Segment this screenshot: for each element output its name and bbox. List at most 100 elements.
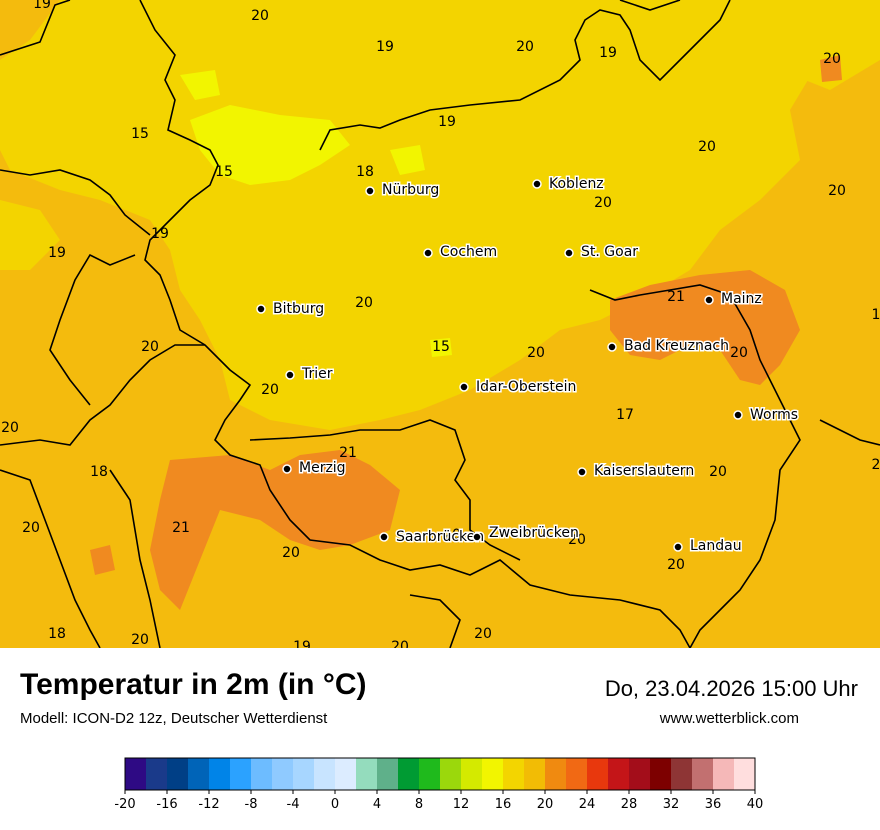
legend-tick-label: -16 bbox=[156, 797, 177, 812]
legend-color-cell bbox=[671, 758, 693, 790]
city-markers: Nürburg Koblenz Cochem St. Goar Bitburg … bbox=[256, 175, 800, 556]
city-st-goar[interactable]: St. Goar bbox=[564, 243, 640, 262]
temp-value: 19 bbox=[293, 639, 311, 648]
temp-value: 19 bbox=[438, 114, 456, 130]
temp-value: 18 bbox=[90, 464, 108, 480]
city-koblenz[interactable]: Koblenz bbox=[532, 175, 605, 194]
city-dot bbox=[285, 370, 295, 380]
legend-tick-label: 24 bbox=[579, 797, 596, 812]
city-dot bbox=[379, 532, 389, 542]
city-landau[interactable]: Landau bbox=[673, 537, 743, 556]
legend-color-cell bbox=[251, 758, 273, 790]
city-trier[interactable]: Trier bbox=[285, 365, 334, 384]
legend-color-cell bbox=[524, 758, 546, 790]
city-mainz[interactable]: Mainz bbox=[704, 290, 763, 309]
website-link[interactable]: www.wetterblick.com bbox=[659, 710, 799, 727]
city-dot bbox=[423, 248, 433, 258]
legend-tick-label: 32 bbox=[663, 797, 680, 812]
temp-value: 18 bbox=[48, 626, 66, 642]
city-dot bbox=[365, 186, 375, 196]
temp-value: 20 bbox=[1, 420, 19, 436]
temp-value: 20 bbox=[698, 139, 716, 155]
legend-color-cell bbox=[629, 758, 651, 790]
legend-color-cell bbox=[146, 758, 168, 790]
city-worms[interactable]: Worms bbox=[733, 406, 800, 425]
legend-color-cell bbox=[587, 758, 609, 790]
legend-tick-label: 16 bbox=[495, 797, 512, 812]
city-idar-oberstein[interactable]: Idar-Oberstein bbox=[459, 378, 578, 397]
city-dot bbox=[256, 304, 266, 314]
legend-color-cell bbox=[734, 758, 756, 790]
legend-color-cell bbox=[188, 758, 210, 790]
legend-color-cell bbox=[608, 758, 630, 790]
temp-value: 21 bbox=[339, 445, 357, 461]
city-bitburg[interactable]: Bitburg bbox=[256, 300, 326, 319]
legend-tick-label: 20 bbox=[537, 797, 554, 812]
temp-value: 20 bbox=[282, 545, 300, 561]
legend-tick-label: -20 bbox=[115, 797, 136, 812]
city-dot bbox=[673, 542, 683, 552]
temp-value: 20 bbox=[516, 39, 534, 55]
legend-color-cell bbox=[377, 758, 399, 790]
temp-value: 20 bbox=[131, 632, 149, 648]
border-lines bbox=[0, 0, 880, 648]
temp-value: 20 bbox=[709, 464, 727, 480]
temp-value: 20 bbox=[261, 382, 279, 398]
city-label: Bitburg bbox=[273, 301, 324, 317]
city-dot bbox=[472, 532, 482, 542]
city-dot bbox=[704, 295, 714, 305]
temp-value: 15 bbox=[215, 164, 233, 180]
legend-tick-label: 40 bbox=[747, 797, 764, 812]
temp-value: 21 bbox=[667, 289, 685, 305]
temp-value: 20 bbox=[667, 557, 685, 573]
city-label: Koblenz bbox=[549, 176, 604, 192]
temp-value: 20 bbox=[355, 295, 373, 311]
city-merzig[interactable]: Merzig bbox=[282, 459, 347, 478]
legend-color-cell bbox=[293, 758, 315, 790]
legend-color-cell bbox=[125, 758, 147, 790]
temp-value: 15 bbox=[131, 126, 149, 142]
city-zweibrucken[interactable]: Zweibrücken bbox=[472, 524, 580, 543]
city-label: Mainz bbox=[721, 291, 762, 307]
temp-value: 20 bbox=[22, 520, 40, 536]
temperature-map: 19 20 19 20 19 20 15 19 20 15 18 20 20 1… bbox=[0, 0, 880, 648]
city-saarbrucken[interactable]: Saarbrücken bbox=[379, 528, 486, 547]
temp-value: 19 bbox=[599, 45, 617, 61]
temp-value: 20 bbox=[527, 345, 545, 361]
temp-value: 20 bbox=[823, 51, 841, 67]
city-cochem[interactable]: Cochem bbox=[423, 243, 499, 262]
info-panel: Temperatur in 2m (in °C) Modell: ICON-D2… bbox=[0, 648, 880, 830]
temp-value: 21 bbox=[172, 520, 190, 536]
temp-value: 2 bbox=[872, 457, 880, 473]
legend-color-cell bbox=[692, 758, 714, 790]
city-label: Landau bbox=[690, 538, 742, 554]
city-label: St. Goar bbox=[581, 244, 638, 260]
map-title: Temperatur in 2m (in °C) bbox=[20, 668, 367, 701]
city-kaiserslautern[interactable]: Kaiserslautern bbox=[577, 462, 696, 481]
legend-tick-label: 8 bbox=[415, 797, 423, 812]
forecast-datetime: Do, 23.04.2026 15:00 Uhr bbox=[604, 676, 858, 701]
temp-value: 19 bbox=[376, 39, 394, 55]
temp-value: 20 bbox=[594, 195, 612, 211]
city-label: Merzig bbox=[299, 460, 346, 476]
legend-color-cell bbox=[335, 758, 357, 790]
city-bad-kreuznach[interactable]: Bad Kreuznach bbox=[607, 337, 731, 356]
temp-value: 19 bbox=[151, 226, 169, 242]
city-label: Idar-Oberstein bbox=[476, 379, 576, 395]
legend-color-cells bbox=[125, 758, 756, 790]
legend-tick-label: 36 bbox=[705, 797, 722, 812]
temp-value: 18 bbox=[356, 164, 374, 180]
legend-tick-label: 12 bbox=[453, 797, 470, 812]
legend-tick-labels: -20 -16 -12 -8 -4 0 4 8 12 16 20 24 28 32 36 40 bbox=[115, 790, 763, 812]
city-label: Zweibrücken bbox=[489, 525, 579, 541]
legend-color-cell bbox=[398, 758, 420, 790]
legend-color-cell bbox=[167, 758, 189, 790]
temp-value: 15 bbox=[432, 339, 450, 355]
city-label: Trier bbox=[301, 366, 333, 382]
temp-value: 1 bbox=[872, 307, 880, 323]
legend-frame bbox=[124, 757, 756, 791]
city-label: Saarbrücken bbox=[396, 529, 484, 545]
city-nurburg[interactable]: Nürburg bbox=[365, 181, 441, 200]
cool-temperature-zones bbox=[180, 70, 452, 357]
city-label: Nürburg bbox=[382, 182, 439, 198]
